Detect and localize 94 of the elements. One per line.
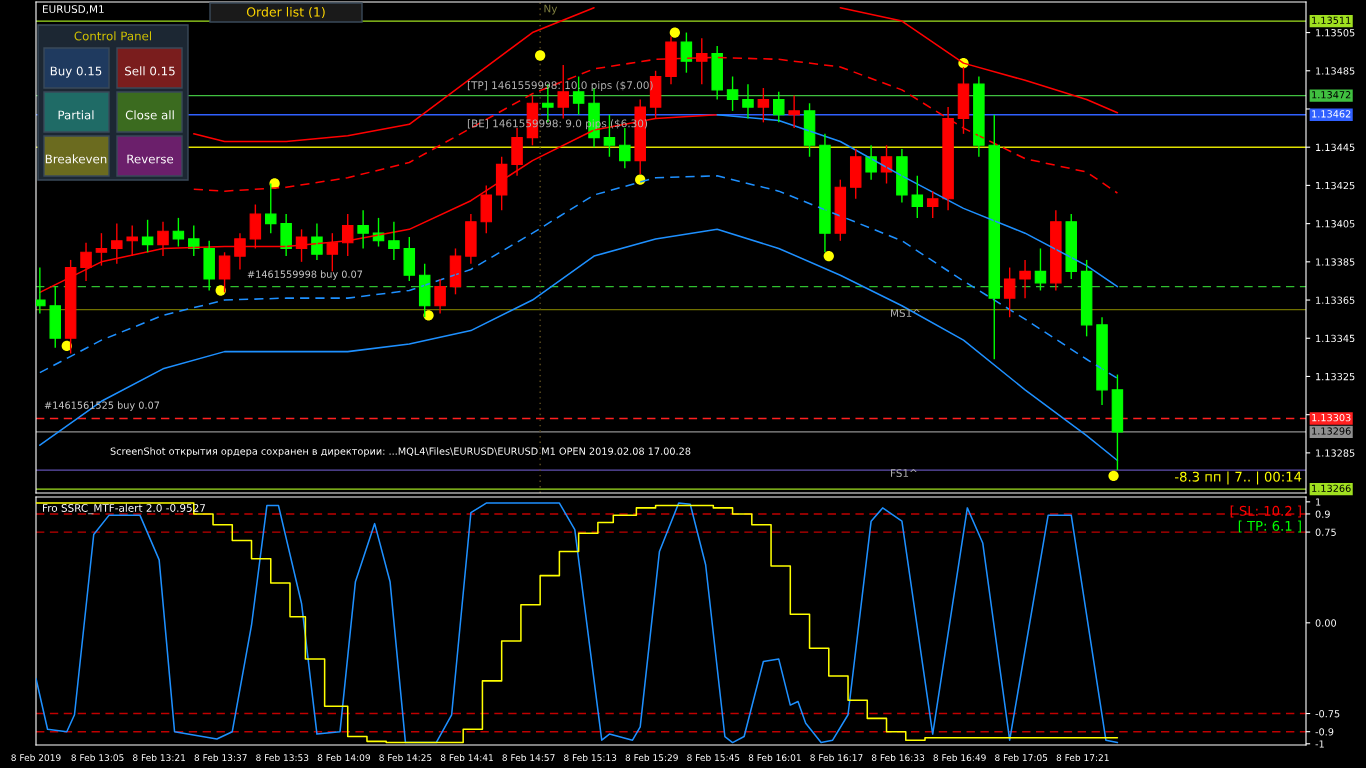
x-tick-label: 8 Feb 15:29	[625, 754, 678, 762]
ref-line-label: 1.13303	[1312, 413, 1351, 422]
x-tick-label: 8 Feb 13:37	[194, 754, 247, 762]
candlestick	[1065, 213, 1077, 280]
x-tick-label: 8 Feb 15:45	[687, 754, 740, 762]
x-tick-label: 8 Feb 16:33	[871, 754, 925, 762]
annotation: Control Panel	[74, 31, 152, 41]
annotation: Breakeven	[45, 154, 107, 164]
ref-line-label: 1.13266	[1312, 484, 1351, 492]
annotation: [ TP: 6.1 ]	[1238, 520, 1301, 533]
candlestick	[926, 190, 939, 219]
annotation: Close all	[125, 110, 174, 120]
x-tick-label: 8 Feb 13:21	[133, 754, 186, 762]
candlestick	[757, 87, 770, 124]
x-tick-label: 8 Feb 14:09	[317, 754, 370, 762]
y-tick-label: 1.13365	[1316, 296, 1355, 304]
candlestick	[357, 209, 369, 250]
candlestick	[911, 175, 924, 219]
candlestick	[95, 232, 108, 267]
x-tick-label: 8 Feb 14:41	[440, 754, 493, 762]
candlestick	[49, 285, 61, 349]
y-tick-label: 0.9	[1315, 510, 1330, 518]
y-tick-label: 0.00	[1315, 619, 1337, 627]
annotation: #1461559998 buy 0.07	[247, 270, 363, 280]
candlestick	[111, 222, 123, 265]
line-series	[39, 175, 1119, 380]
annotation: FS1^	[891, 469, 917, 478]
line-series	[39, 228, 1119, 462]
candlestick	[403, 236, 416, 282]
candlestick	[988, 114, 1001, 360]
annotation: -8.3 пп | 7.. | 00:14	[1174, 471, 1302, 485]
x-tick-label: 8 Feb 13:53	[256, 754, 309, 762]
line-series	[716, 113, 1119, 288]
candlestick	[726, 75, 739, 112]
candlestick	[388, 221, 400, 261]
annotation: Buy 0.15	[50, 66, 102, 78]
annotation: Order list (1)	[246, 6, 325, 19]
candlestick	[495, 156, 508, 211]
y-tick-label: -0.9	[1315, 728, 1334, 736]
y-tick-label: 1.13405	[1316, 220, 1355, 228]
x-tick-label: 8 Feb 17:05	[995, 754, 1048, 762]
y-tick-label: -0.75	[1315, 710, 1340, 718]
candlestick	[773, 91, 785, 124]
y-tick-label: 1	[1316, 498, 1321, 506]
chart-title: EURUSD,M1	[43, 5, 104, 15]
point	[669, 27, 680, 38]
x-tick-label: 8 Feb 14:25	[379, 754, 432, 762]
x-tick-label: 8 Feb 16:01	[748, 754, 801, 762]
y-tick-label: 1.13285	[1316, 449, 1355, 457]
candlestick	[418, 263, 431, 318]
candlestick	[126, 224, 138, 257]
candlestick	[172, 217, 185, 248]
y-tick-label: 1.13325	[1316, 372, 1355, 381]
point	[1108, 470, 1119, 481]
line-series	[36, 502, 1119, 744]
ref-line-label: Ny	[544, 4, 558, 15]
y-tick-label: 1.13445	[1316, 143, 1355, 152]
annotation: Sell 0.15	[125, 66, 175, 76]
annotation: Reverse	[127, 154, 174, 164]
annotation: [ SL: 10.2 ]	[1230, 505, 1301, 518]
y-tick-label: 1.13485	[1316, 67, 1355, 75]
point	[61, 340, 72, 352]
x-tick-label: 8 Feb 16:49	[933, 754, 986, 762]
ref-line-label: 1.13472	[1312, 91, 1351, 99]
candlestick	[788, 94, 800, 129]
candlestick	[849, 148, 862, 200]
candlestick	[834, 178, 847, 242]
x-tick-label: 8 Feb 13:05	[71, 754, 124, 762]
annotation: ScreenShot открытия ордера сохранен в директории: ...MQL4\Files\EURUSD\EURUSD M1 OPEN 2019.02.08 17.00.28	[110, 447, 691, 457]
x-tick-label: 8 Feb 17:21	[1056, 754, 1109, 762]
y-tick-label: 0.75	[1315, 528, 1336, 536]
x-tick-label: 8 Feb 2019	[11, 754, 61, 762]
candlestick	[249, 203, 262, 250]
candlestick	[1019, 259, 1031, 299]
candlestick	[1003, 266, 1016, 318]
ref-line-label: 1.13462	[1312, 110, 1351, 118]
candlestick	[141, 219, 154, 253]
candlestick	[265, 182, 277, 234]
candlestick	[480, 184, 493, 234]
x-tick-label: 8 Feb 15:13	[564, 754, 617, 762]
y-tick-label: 1.13385	[1316, 258, 1355, 266]
ref-line-label: 1.13511	[1312, 16, 1351, 24]
y-tick-label: 1.13425	[1316, 181, 1355, 190]
point	[535, 50, 546, 61]
point	[823, 250, 834, 262]
ref-line-label: 1.13296	[1312, 427, 1351, 435]
x-tick-label: 8 Feb 14:57	[502, 754, 555, 762]
annotation: Partial	[58, 110, 94, 120]
y-tick-label: -1	[1315, 740, 1324, 748]
y-tick-label: 1.13505	[1316, 29, 1355, 37]
y-tick-label: 1.13345	[1316, 334, 1355, 343]
candlestick	[218, 251, 231, 294]
candlestick	[742, 83, 754, 120]
x-tick-label: 8 Feb 16:17	[810, 754, 863, 762]
